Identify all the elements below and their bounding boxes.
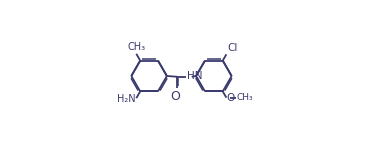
- Text: O: O: [171, 90, 180, 103]
- Text: Cl: Cl: [227, 43, 237, 53]
- Text: O: O: [227, 93, 235, 103]
- Text: HN: HN: [187, 71, 203, 81]
- Text: CH₃: CH₃: [128, 41, 146, 52]
- Text: H₂N: H₂N: [117, 94, 135, 104]
- Text: CH₃: CH₃: [236, 93, 253, 102]
